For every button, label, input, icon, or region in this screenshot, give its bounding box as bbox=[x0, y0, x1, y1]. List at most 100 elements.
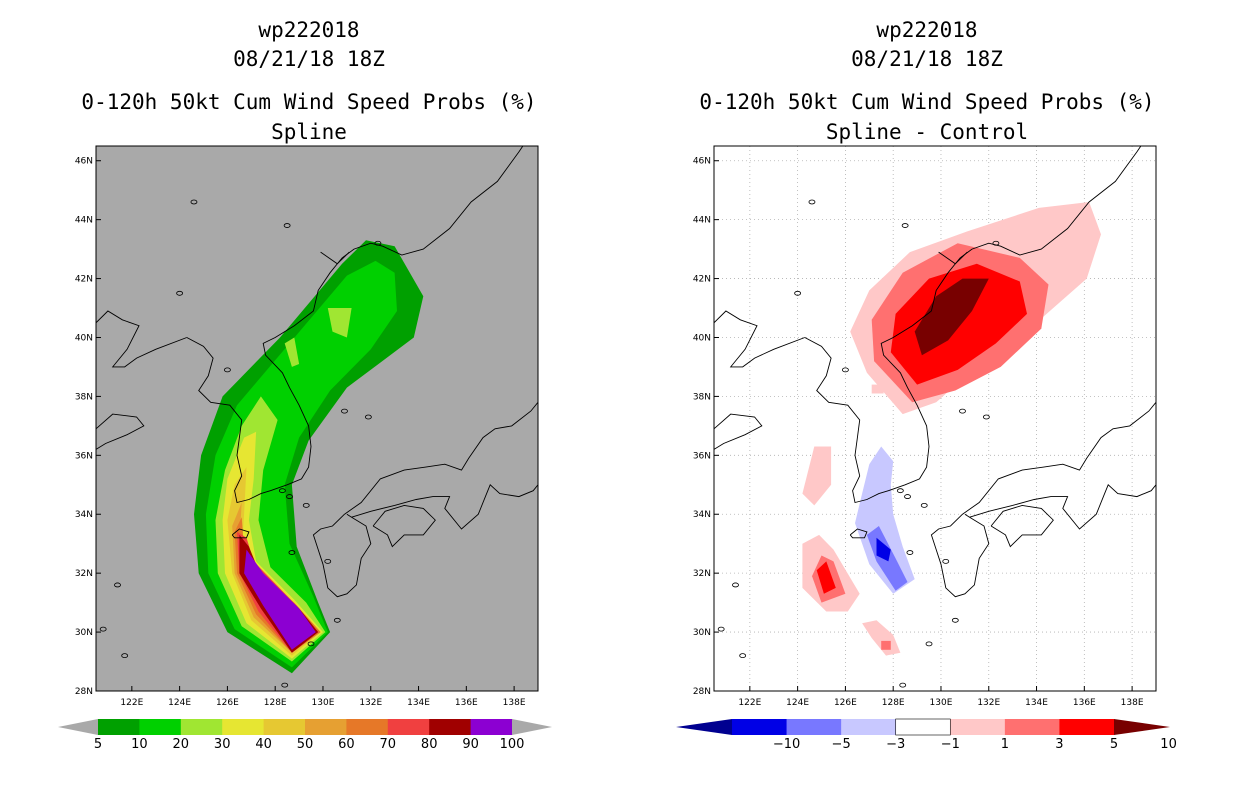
island-outline bbox=[901, 223, 909, 228]
y-tick-label: 42N bbox=[693, 275, 711, 285]
colorbar-label: 40 bbox=[255, 737, 272, 752]
colorbar-swatch bbox=[180, 719, 223, 735]
island-outline bbox=[99, 626, 107, 632]
contour-fill-neg1 bbox=[855, 446, 915, 594]
island-outline bbox=[114, 582, 121, 588]
island-outline bbox=[959, 408, 966, 414]
x-tick-label: 122E bbox=[738, 698, 761, 708]
y-tick-label: 34N bbox=[693, 510, 711, 520]
plot-area bbox=[96, 146, 538, 688]
contour-fill-20 bbox=[284, 337, 300, 367]
colorbar-swatch bbox=[841, 719, 897, 735]
colorbar-swatch bbox=[222, 719, 265, 735]
island-outline bbox=[992, 240, 1000, 246]
island-outline bbox=[281, 682, 289, 688]
contour-fill-neg5 bbox=[876, 537, 891, 562]
island-outline bbox=[925, 641, 933, 647]
contour-fill-90 bbox=[244, 549, 316, 650]
island-outline bbox=[176, 290, 184, 296]
coastline bbox=[849, 528, 868, 539]
left-title-date: 08/21/18 18Z bbox=[233, 47, 385, 71]
island-outline bbox=[224, 367, 231, 373]
right-difference-map: 122E 124E 126E 128E 130E 132E 134E 136E 138E 28N 3… bbox=[676, 145, 1177, 752]
colorbar-label: 3 bbox=[1055, 737, 1063, 752]
right-title-method: Spline - Control bbox=[825, 120, 1029, 144]
contour-fill-5 bbox=[816, 561, 836, 594]
contour-fill-1 bbox=[862, 620, 901, 656]
colorbar-label: 60 bbox=[338, 737, 355, 752]
y-tick-label: 44N bbox=[75, 216, 93, 226]
coastline bbox=[372, 504, 436, 548]
x-tick-label: 134E bbox=[407, 698, 430, 708]
x-tick-label: 124E bbox=[168, 698, 191, 708]
colorbar-swatch bbox=[732, 719, 788, 735]
colorbar-swatch bbox=[470, 719, 513, 735]
y-tick-label: 28N bbox=[693, 687, 711, 697]
island-outline bbox=[808, 199, 816, 205]
island-outline bbox=[190, 199, 198, 205]
left-probability-map: 122E 124E 126E 128E 130E 132E 134E 136E 138E 28N 3… bbox=[58, 145, 552, 752]
coastline bbox=[804, 146, 1142, 504]
island-outline bbox=[896, 488, 904, 494]
contour-fill-20 bbox=[327, 308, 352, 338]
island-outline bbox=[920, 503, 928, 508]
x-tick-label: 138E bbox=[1121, 698, 1144, 708]
plot-area bbox=[714, 146, 1156, 691]
colorbar-label: 80 bbox=[421, 737, 438, 752]
coastline bbox=[969, 484, 1156, 530]
colorbar-label: −5 bbox=[832, 737, 851, 752]
x-tick-label: 130E bbox=[312, 698, 335, 708]
left-title-method: Spline bbox=[271, 120, 347, 144]
colorbar-high-arrow bbox=[512, 719, 552, 735]
y-tick-label: 36N bbox=[693, 451, 711, 461]
colorbar-swatch bbox=[895, 719, 951, 735]
colorbar-swatch bbox=[1059, 719, 1115, 735]
x-tick-label: 132E bbox=[359, 698, 382, 708]
colorbar-low-arrow bbox=[676, 719, 732, 735]
coastline bbox=[351, 484, 538, 530]
colorbar: 5 10 20 30 40 50 60 70 80 90 100 bbox=[58, 719, 552, 752]
colorbar-swatch bbox=[98, 719, 140, 735]
y-tick-label: 32N bbox=[75, 569, 93, 579]
colorbar-swatch bbox=[429, 719, 472, 735]
island-outline bbox=[906, 550, 914, 555]
island-outline bbox=[732, 582, 739, 588]
colorbar-label: 50 bbox=[297, 737, 314, 752]
island-outline bbox=[121, 653, 129, 659]
colorbar-label: 10 bbox=[131, 737, 148, 752]
y-tick-label: 46N bbox=[693, 157, 711, 167]
island-outline bbox=[794, 290, 802, 296]
coastline bbox=[231, 528, 250, 539]
contour-fill-1 bbox=[871, 384, 884, 394]
x-tick-label: 134E bbox=[1025, 698, 1048, 708]
island-outline bbox=[899, 682, 907, 688]
y-tick-label: 44N bbox=[693, 216, 711, 226]
colorbar-swatch bbox=[950, 719, 1006, 735]
colorbar-label: 30 bbox=[214, 737, 231, 752]
x-tick-label: 124E bbox=[786, 698, 809, 708]
y-tick-label: 28N bbox=[75, 687, 93, 697]
y-tick-label: 40N bbox=[75, 333, 93, 343]
island-outline bbox=[283, 223, 291, 228]
coastline bbox=[962, 402, 1156, 515]
colorbar-label: −1 bbox=[941, 737, 960, 752]
colorbar-label: 70 bbox=[380, 737, 397, 752]
colorbar-swatch bbox=[1004, 719, 1060, 735]
colorbar-label: 100 bbox=[500, 737, 525, 752]
left-title-storm-id: wp222018 bbox=[258, 18, 360, 42]
coastline bbox=[312, 513, 372, 598]
island-outline bbox=[364, 414, 372, 420]
right-title-product: 0-120h 50kt Cum Wind Speed Probs (%) bbox=[699, 90, 1155, 114]
y-tick-label: 36N bbox=[75, 451, 93, 461]
plot-frame bbox=[713, 145, 1157, 692]
x-tick-label: 132E bbox=[977, 698, 1000, 708]
colorbar-swatch bbox=[263, 719, 306, 735]
colorbar-label: 20 bbox=[173, 737, 190, 752]
island-outline bbox=[341, 408, 348, 414]
colorbar-label: 90 bbox=[462, 737, 479, 752]
coastline bbox=[186, 146, 524, 504]
coastline bbox=[714, 310, 805, 368]
coastline bbox=[990, 504, 1054, 548]
island-outline bbox=[302, 503, 310, 508]
x-tick-label: 122E bbox=[120, 698, 143, 708]
